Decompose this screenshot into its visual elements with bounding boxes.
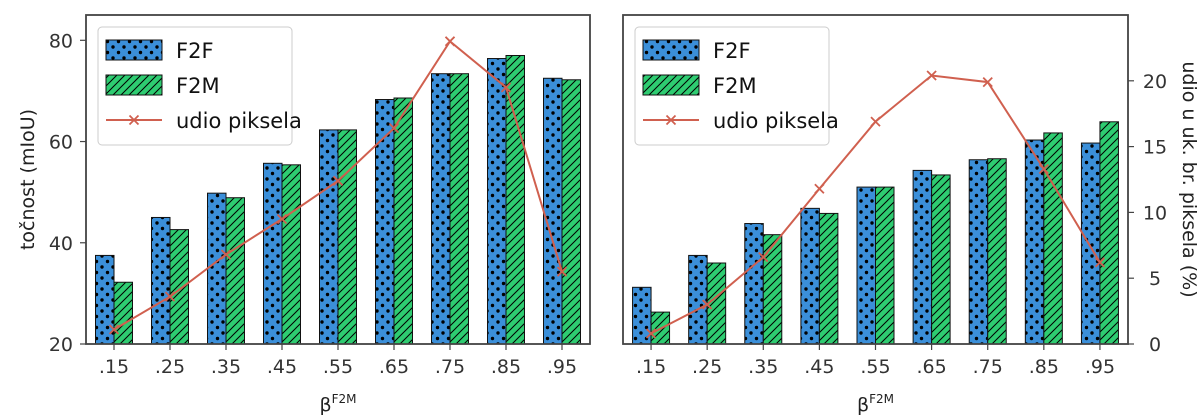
- x-tick-label-1: .25: [692, 356, 722, 378]
- bar-f2m-0: [114, 282, 133, 344]
- secondary-y-tick-label-2: 10: [1143, 202, 1167, 224]
- x-tick-label-7: .85: [1029, 356, 1059, 378]
- x-tick-label-6: .75: [973, 356, 1003, 378]
- legend-label-f2f: F2F: [713, 39, 751, 63]
- bar-f2m-3: [282, 165, 301, 344]
- x-axis-label-sup: F2M: [332, 392, 357, 406]
- secondary-y-tick-label-0: 0: [1149, 334, 1161, 356]
- x-tick-label-5: .65: [379, 356, 409, 378]
- bar-f2m-4: [338, 130, 357, 344]
- x-tick-label-1: .25: [155, 356, 185, 378]
- bar-f2f-0: [96, 255, 115, 344]
- bar-f2f-1: [689, 255, 708, 344]
- legend-swatch-pattern-f2f: [643, 40, 699, 60]
- x-tick-label-8: .95: [547, 356, 577, 378]
- y-tick-label-1: 40: [49, 233, 73, 255]
- bar-f2f-2: [745, 224, 764, 344]
- udio-piksela-point-6: [446, 37, 455, 46]
- bar-f2m-4: [876, 187, 895, 344]
- legend-label-f2m: F2M: [713, 74, 757, 98]
- bar-f2m-6: [450, 74, 469, 344]
- x-tick-label-3: .45: [267, 356, 297, 378]
- x-axis-label: βF2M: [857, 392, 894, 416]
- bar-f2m-3: [819, 213, 838, 344]
- legend-label-udio-piksela: udio piksela: [713, 109, 839, 133]
- bar-f2f-8: [544, 78, 563, 344]
- x-tick-label-5: .65: [917, 356, 947, 378]
- y-tick-label-2: 60: [49, 132, 73, 154]
- x-axis-label-main: β: [857, 394, 869, 416]
- bar-f2m-1: [707, 263, 726, 344]
- secondary-y-tick-label-3: 15: [1143, 137, 1167, 159]
- bar-f2f-5: [913, 170, 932, 344]
- bar-f2f-1: [152, 217, 171, 344]
- secondary-y-tick-label-4: 20: [1143, 71, 1167, 93]
- y-axis-label: točnost (mIoU): [17, 109, 39, 250]
- bar-f2m-7: [1044, 133, 1063, 344]
- x-tick-label-6: .75: [435, 356, 465, 378]
- x-axis-label-sup: F2M: [869, 392, 894, 406]
- legend: F2F F2M udio piksela: [98, 27, 302, 145]
- bar-f2m-2: [226, 198, 245, 344]
- secondary-y-tick-label-1: 5: [1149, 268, 1161, 290]
- legend-swatch-pattern-f2m: [643, 75, 699, 95]
- bar-f2f-7: [488, 59, 507, 344]
- legend-swatch-pattern-f2f: [106, 40, 162, 60]
- x-tick-label-0: .15: [99, 356, 129, 378]
- x-tick-label-2: .35: [211, 356, 241, 378]
- bar-f2m-2: [763, 235, 782, 344]
- legend-label-udio-piksela: udio piksela: [176, 109, 302, 133]
- legend-label-f2f: F2F: [176, 39, 214, 63]
- x-tick-label-7: .85: [491, 356, 521, 378]
- bar-f2f-3: [264, 163, 283, 344]
- bar-f2f-4: [320, 130, 339, 344]
- bar-f2m-8: [1100, 122, 1119, 344]
- legend-label-f2m: F2M: [176, 74, 220, 98]
- bar-f2f-3: [801, 208, 820, 344]
- x-axis-label-main: β: [319, 394, 331, 416]
- bar-f2f-6: [969, 160, 988, 344]
- x-tick-label-2: .35: [748, 356, 778, 378]
- bar-f2f-8: [1081, 143, 1100, 344]
- x-tick-label-0: .15: [636, 356, 666, 378]
- legend-swatch-pattern-f2m: [106, 75, 162, 95]
- bar-f2m-5: [932, 175, 951, 344]
- y-tick-label-3: 80: [49, 30, 73, 52]
- bar-f2f-2: [208, 193, 227, 344]
- x-tick-label-4: .55: [323, 356, 353, 378]
- bar-f2m-1: [170, 230, 189, 344]
- y-tick-label-0: 20: [49, 334, 73, 356]
- bar-f2f-6: [432, 74, 451, 344]
- x-tick-label-4: .55: [860, 356, 890, 378]
- secondary-y-axis-label: udio u uk. br. piksela (%): [1178, 61, 1197, 297]
- udio-piksela-point-4: [871, 117, 880, 126]
- x-tick-label-3: .45: [804, 356, 834, 378]
- bar-f2m-8: [562, 80, 581, 344]
- bar-f2f-4: [857, 187, 876, 344]
- udio-piksela-point-3: [815, 184, 824, 193]
- legend: F2F F2M udio piksela: [635, 27, 839, 145]
- bar-f2m-5: [394, 98, 413, 344]
- bar-f2m-6: [988, 159, 1007, 344]
- x-axis-label: βF2M: [319, 392, 356, 416]
- x-tick-label-8: .95: [1085, 356, 1115, 378]
- chart-panel-left: .15.25.35.45.55.65.75.85.95βF2M20406080t…: [17, 15, 590, 416]
